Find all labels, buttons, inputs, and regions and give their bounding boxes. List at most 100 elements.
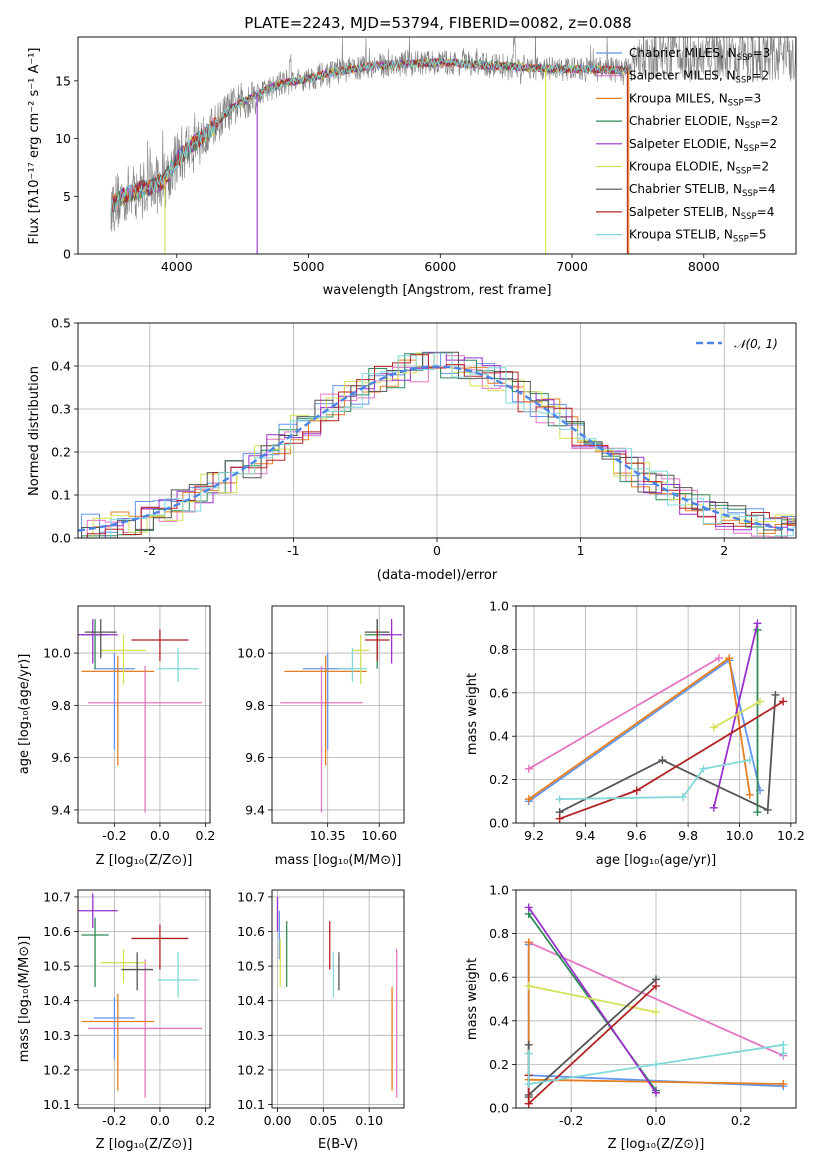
residual-axes-grid	[78, 322, 796, 539]
weight-line-chabrier_miles	[528, 658, 761, 803]
mass-z-xlabel: Z [log₁₀(Z/Z⊙)]	[96, 1137, 193, 1152]
spectrum-xlabel: wavelength [Angstrom, rest frame]	[323, 283, 552, 298]
legend-label: Salpeter ELODIE, NSSP=2	[629, 137, 777, 154]
x-tick-label: 0	[433, 543, 441, 558]
weight-marker-salpeter_miles	[714, 654, 723, 663]
y-tick-label: 10.2	[237, 1062, 265, 1077]
normal-curve	[78, 365, 796, 532]
model-fit-kroupa_stelib	[110, 58, 628, 215]
y-tick-label: 0.4	[51, 359, 71, 374]
x-tick-label: 0.2	[196, 828, 216, 843]
y-tick-label: 0.2	[489, 772, 509, 787]
y-tick-label: 15	[55, 73, 71, 88]
legend-label: Kroupa ELODIE, NSSP=2	[629, 160, 769, 177]
x-tick-label: 0.05	[309, 1113, 337, 1128]
x-tick-label: 0.0	[150, 1113, 170, 1128]
weight-line-kroupa_elodie	[528, 985, 657, 1013]
y-tick-label: 0.3	[51, 402, 71, 417]
y-tick-label: 9.8	[51, 698, 71, 713]
x-tick-label: -2	[144, 543, 156, 558]
legend-label: Chabrier STELIB, NSSP=4	[629, 182, 776, 199]
y-tick-label: 9.4	[51, 802, 71, 817]
x-tick-label: 10.0	[726, 828, 754, 843]
x-tick-label: 0.2	[196, 1113, 216, 1128]
weight-marker-salpeter_stelib	[652, 981, 660, 990]
x-tick-label: 10.35	[310, 828, 346, 843]
x-tick-label: 10.60	[361, 828, 397, 843]
weight-z-axes-frame	[515, 889, 797, 1109]
age-mass-xlabel: mass [log₁₀(M/M⊙)]	[275, 853, 402, 868]
x-tick-label: 0.10	[355, 1113, 383, 1128]
y-tick-label: 0.8	[489, 642, 509, 657]
weight-line-chabrier_stelib	[559, 694, 777, 813]
weight-marker-kroupa_stelib	[779, 1049, 788, 1058]
weight-marker-kroupa_miles	[524, 795, 533, 804]
weight-marker-chabrier_stelib	[763, 805, 772, 814]
model-fit-chabrier_miles	[110, 57, 628, 215]
x-tick-label: -0.2	[102, 1113, 126, 1128]
x-tick-label: 4000	[161, 259, 193, 274]
weight-age-axes: 9.2 9.4 9.6 9.8 10.0 10.2 0.0 0.2 0.4 0.6 0.8 1.0	[489, 599, 805, 844]
weight-marker-salpeter_stelib	[779, 697, 788, 706]
weight-z-axes-plot	[524, 903, 788, 1108]
weight-marker-kroupa_miles	[779, 1080, 788, 1089]
y-tick-label: 1.0	[489, 883, 509, 898]
weight-marker-kroupa_elodie	[756, 697, 765, 706]
legend-label: Chabrier MILES, NSSP=3	[629, 46, 770, 63]
weight-marker-salpeter_miles	[524, 764, 533, 773]
x-tick-label: 9.4	[575, 828, 595, 843]
age-mass-axes-grid	[272, 606, 404, 823]
y-tick-label: 0.4	[489, 729, 509, 744]
weight-marker-chabrier_stelib	[524, 1040, 533, 1049]
spectrum-title: PLATE=2243, MJD=53794, FIBERID=0082, z=0…	[244, 14, 631, 32]
model-fit-kroupa_miles	[110, 57, 628, 215]
weight-marker-kroupa_stelib	[555, 795, 564, 804]
weight-line-salpeter_elodie	[527, 906, 657, 1094]
y-tick-label: 10.2	[43, 1062, 71, 1077]
weight-marker-chabrier_elodie	[753, 808, 762, 817]
residual-axes-frame	[77, 322, 797, 539]
mass-z-axes-plot	[78, 893, 203, 1098]
weight-marker-kroupa_stelib	[745, 756, 754, 765]
weight-z-axes: -0.2 0.0 0.2 0.0 0.2 0.4 0.6 0.8 1.0	[489, 883, 797, 1128]
age-z-axes-frame	[77, 605, 211, 824]
y-tick-label: 10.6	[237, 924, 265, 939]
model-fit-chabrier_stelib	[110, 57, 628, 215]
mass-ebv-axes-plot	[276, 896, 398, 1098]
y-tick-label: 10.6	[43, 924, 71, 939]
legend-label: Chabrier ELODIE, NSSP=2	[629, 114, 778, 131]
y-tick-label: 0.4	[489, 1013, 509, 1028]
y-tick-label: 5	[63, 189, 71, 204]
x-tick-label: 0.0	[150, 828, 170, 843]
y-tick-label: 9.6	[245, 750, 265, 765]
y-tick-label: 0.2	[51, 445, 71, 460]
age-z-ylabel: age [log₁₀(age/yr)]	[17, 654, 32, 775]
spectrum-axes-plot	[110, 37, 796, 254]
y-tick-label: 0.6	[489, 970, 509, 985]
x-tick-label: 9.2	[524, 828, 544, 843]
age-z-xlabel: Z [log₁₀(Z/Z⊙)]	[96, 853, 193, 868]
mass-z-axes-grid	[78, 890, 210, 1108]
legend-label: Salpeter STELIB, NSSP=4	[629, 205, 774, 222]
age-mass-axes-frame	[271, 605, 405, 824]
x-tick-label: 1	[577, 543, 585, 558]
x-tick-label: 2	[720, 543, 728, 558]
weight-marker-salpeter_stelib	[632, 786, 641, 795]
weight-line-kroupa_elodie	[713, 700, 761, 729]
age-z-axes: -0.2 0.0 0.2 9.4 9.6 9.8 10.0	[43, 605, 216, 843]
residual-ylabel: Normed distribution	[27, 366, 42, 496]
weight-marker-kroupa_stelib	[652, 1060, 660, 1069]
weight-marker-kroupa_miles	[725, 654, 734, 663]
y-tick-label: 10.0	[237, 646, 265, 661]
weight-marker-salpeter_elodie	[652, 1088, 660, 1097]
y-tick-label: 9.6	[51, 750, 71, 765]
mass-ebv-xlabel: E(B-V)	[318, 1137, 358, 1152]
weight-marker-kroupa_stelib	[699, 764, 708, 773]
y-tick-label: 10.4	[237, 993, 265, 1008]
residual-axes-plot	[78, 351, 796, 538]
mass-ebv-axes-grid	[272, 890, 404, 1108]
histogram-chabrier_stelib	[78, 351, 796, 538]
weight-marker-kroupa_stelib	[678, 792, 687, 801]
weight-marker-salpeter_elodie	[524, 903, 533, 912]
weight-line-salpeter_miles	[528, 941, 784, 1057]
